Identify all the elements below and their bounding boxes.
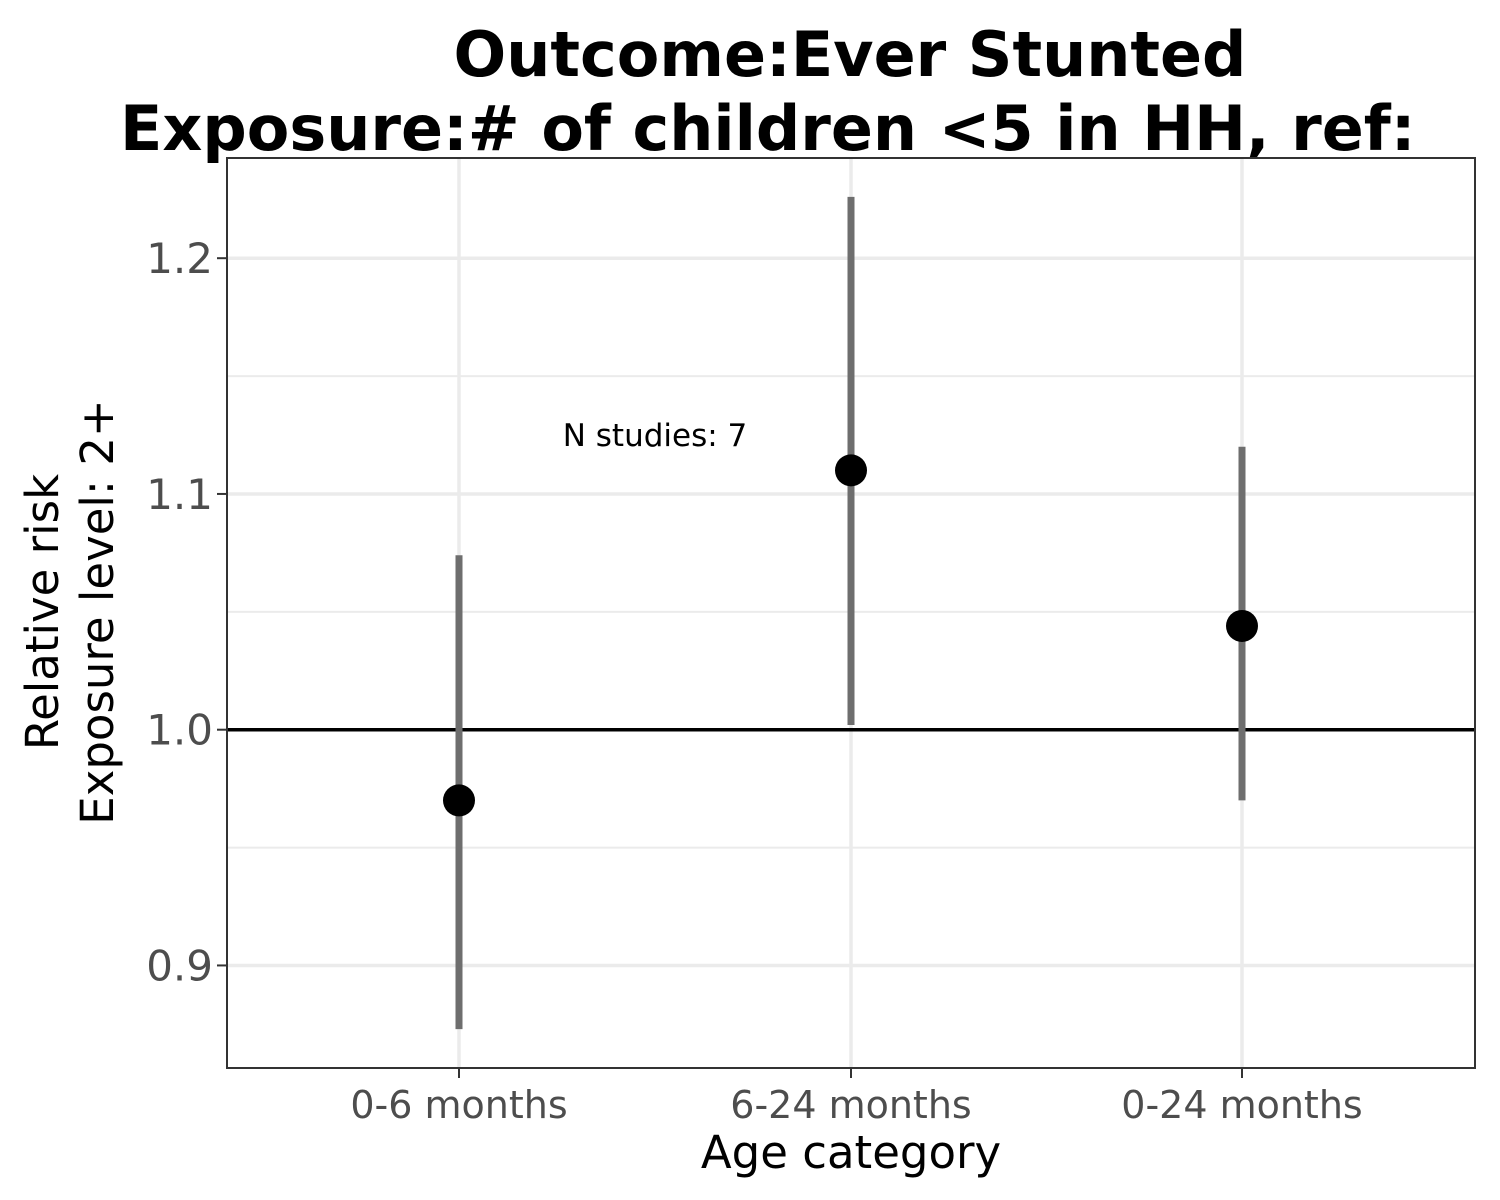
points: [443, 454, 1258, 817]
y-tick-label: 1.1: [146, 470, 213, 519]
y-axis-title: Relative risk Exposure level: 2+: [16, 399, 124, 824]
x-tick-label: 6-24 months: [730, 1083, 971, 1127]
x-tick-label: 0-6 months: [350, 1083, 567, 1127]
estimate-point: [443, 784, 475, 817]
y-axis-title-line-1: Relative risk: [16, 474, 69, 750]
chart-title-line-1: Outcome:Ever Stunted: [454, 18, 1247, 91]
estimate-point: [835, 454, 867, 487]
chart-title: Outcome:Ever Stunted Exposure:# of child…: [120, 18, 1416, 165]
x-axis-title: Age category: [701, 1126, 1001, 1179]
x-axis: 0-6 months 6-24 months 0-24 months: [350, 1068, 1363, 1127]
chart-title-line-2: Exposure:# of children <5 in HH, ref:: [120, 92, 1416, 165]
y-tick-label: 1.0: [146, 706, 213, 755]
y-axis: 0.9 1.0 1.1 1.2: [146, 234, 227, 990]
y-axis-title-line-2: Exposure level: 2+: [71, 399, 124, 824]
estimate-point: [1226, 609, 1258, 642]
y-tick-label: 0.9: [146, 941, 213, 990]
y-tick-label: 1.2: [146, 234, 213, 283]
x-tick-label: 0-24 months: [1121, 1083, 1362, 1127]
n-studies-annotation: N studies: 7: [563, 418, 748, 454]
